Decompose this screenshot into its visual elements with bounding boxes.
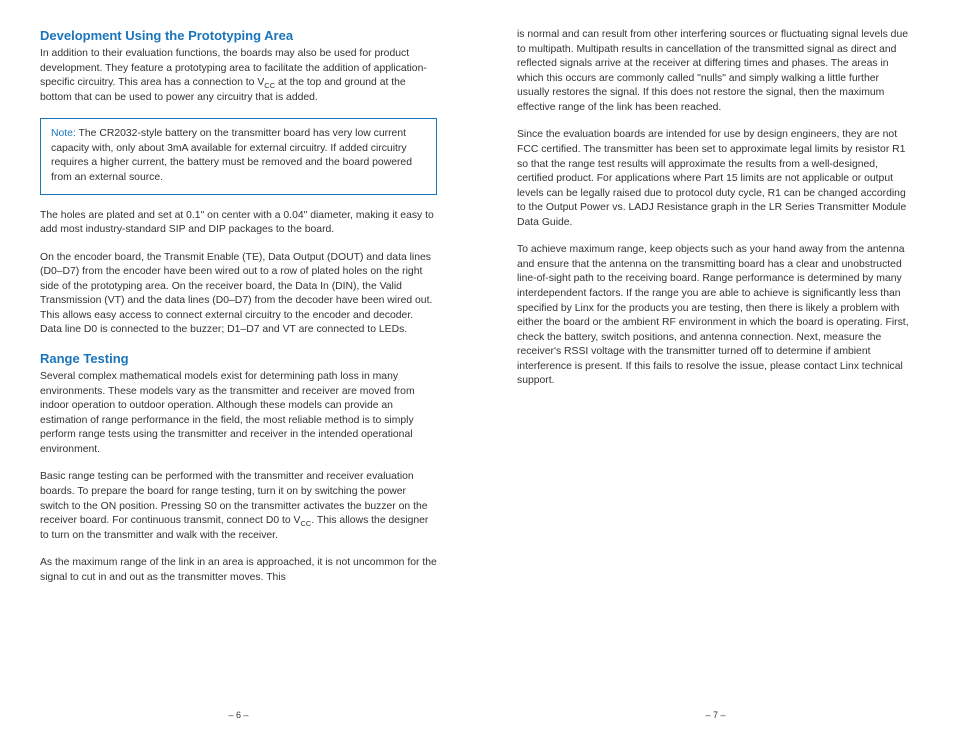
heading-prototyping: Development Using the Prototyping Area [40,28,437,43]
subscript: CC [300,519,311,528]
paragraph: Basic range testing can be performed wit… [40,470,437,543]
right-page: is normal and can result from other inte… [477,0,954,738]
paragraph: is normal and can result from other inte… [517,28,914,115]
paragraph: To achieve maximum range, keep objects s… [517,243,914,389]
paragraph: As the maximum range of the link in an a… [40,556,437,585]
subscript: CC [264,81,275,90]
page-number-left: – 6 – [228,710,248,720]
note-body: The CR2032-style battery on the transmit… [51,128,412,183]
paragraph: Several complex mathematical models exis… [40,370,437,457]
paragraph: The holes are plated and set at 0.1" on … [40,209,437,238]
paragraph: In addition to their evaluation function… [40,47,437,105]
left-page: Development Using the Prototyping Area I… [0,0,477,738]
paragraph: Since the evaluation boards are intended… [517,128,914,230]
page-spread: Development Using the Prototyping Area I… [0,0,954,738]
note-label: Note: [51,128,76,139]
heading-range-testing: Range Testing [40,351,437,366]
page-number-right: – 7 – [705,710,725,720]
note-box: Note: The CR2032-style battery on the tr… [40,118,437,194]
paragraph: On the encoder board, the Transmit Enabl… [40,251,437,338]
